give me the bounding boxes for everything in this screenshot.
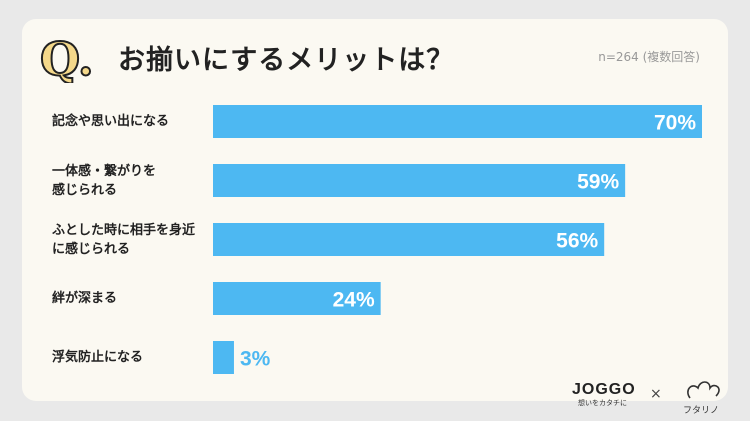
q-letter: Q.	[40, 32, 94, 83]
joggo-logo: JOGGO 想いをカタチに	[572, 381, 636, 408]
joggo-brand: JOGGO	[572, 381, 636, 398]
bar-2	[213, 223, 605, 256]
sample-size: n=264 (複数回答)	[598, 50, 700, 64]
futarino-logo-icon	[687, 381, 720, 399]
bar-4	[213, 341, 234, 374]
collab-times: ×	[650, 386, 662, 402]
futarino-brand: フタリノ	[683, 406, 720, 416]
q-badge-icon: Q.	[39, 31, 95, 83]
category-label-0: 記念や思い出になる	[52, 114, 170, 129]
data-label-2: 56%	[556, 230, 598, 253]
category-label-4: 浮気防止になる	[52, 350, 144, 365]
bar-1	[213, 164, 626, 197]
bar-3	[213, 282, 381, 315]
joggo-tagline: 想いをカタチに	[578, 399, 627, 407]
data-label-1: 59%	[577, 171, 619, 194]
category-label-2: ふとした時に相手を身近 に感じられる	[52, 222, 196, 257]
data-label-3: 24%	[333, 289, 375, 312]
data-label-0: 70%	[654, 112, 696, 135]
category-label-3: 絆が深まる	[52, 291, 118, 306]
chart-card	[22, 19, 728, 401]
bar-0	[213, 105, 702, 138]
category-label-1: 一体感・繋がりを 感じられる	[52, 163, 157, 198]
chart-title: お揃いにするメリットは？	[118, 45, 455, 76]
data-label-4: 3%	[240, 348, 271, 371]
